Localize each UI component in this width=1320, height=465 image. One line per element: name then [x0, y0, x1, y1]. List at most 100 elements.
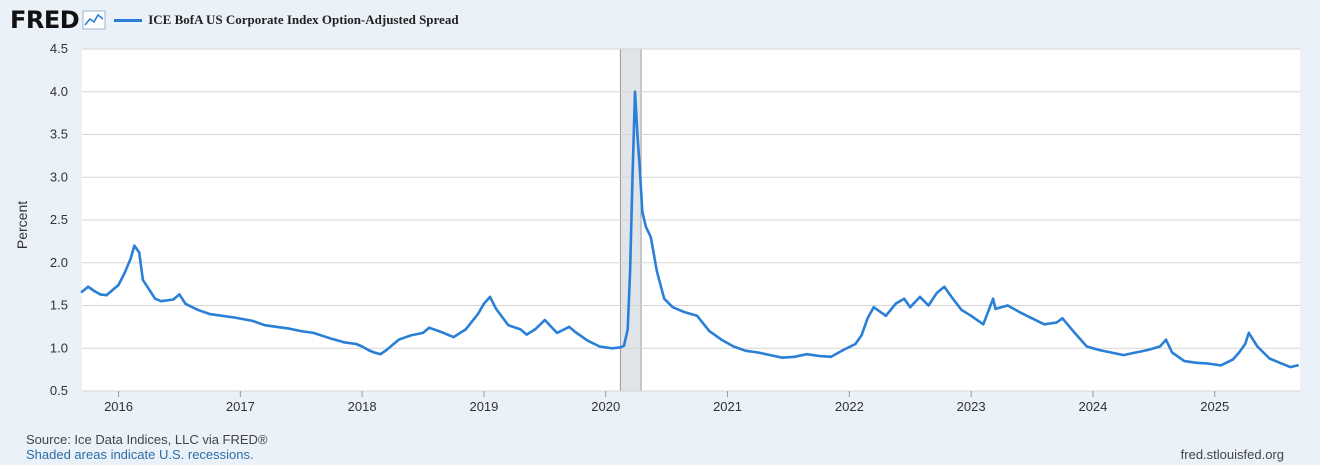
data-point	[860, 334, 863, 337]
data-point	[628, 270, 632, 273]
data-point	[1237, 351, 1241, 354]
data-point	[360, 345, 364, 348]
recession-note[interactable]: Shaded areas indicate U.S. recessions.	[26, 447, 254, 462]
data-point	[1268, 357, 1271, 360]
data-point	[805, 353, 808, 356]
data-point	[488, 295, 492, 299]
data-point	[1055, 321, 1058, 324]
data-point	[117, 283, 120, 287]
fred-logo[interactable]: FRED	[10, 6, 80, 34]
data-point	[598, 345, 601, 348]
line-chart-icon	[82, 10, 106, 30]
data-point	[129, 257, 132, 260]
data-point	[1006, 304, 1009, 307]
data-point	[99, 293, 102, 296]
data-point	[894, 302, 897, 305]
x-tick-label: 2025	[1200, 399, 1229, 414]
y-tick-label: 0.5	[50, 383, 68, 398]
source-note: Source: Ice Data Indices, LLC via FRED®	[26, 432, 268, 447]
data-point	[1073, 331, 1076, 335]
y-axis-ticks: 0.5 1.0 1.5 2.0 2.5 3.0 3.5 4.0 4.5	[50, 41, 68, 398]
data-point	[1207, 362, 1210, 365]
data-point	[1296, 364, 1299, 367]
data-point	[683, 311, 687, 314]
data-point	[1243, 342, 1247, 346]
data-point	[312, 331, 315, 335]
data-point	[1289, 365, 1292, 369]
y-tick-label: 4.5	[50, 41, 68, 56]
data-point	[649, 235, 653, 239]
data-point	[574, 330, 577, 334]
data-point	[854, 342, 857, 346]
data-point	[427, 326, 431, 329]
data-point	[379, 353, 382, 356]
data-point	[935, 291, 939, 294]
data-point	[220, 314, 224, 317]
data-point	[1183, 359, 1186, 363]
data-point	[543, 318, 547, 322]
data-point	[1134, 351, 1137, 354]
data-point	[1247, 331, 1251, 335]
data-point	[991, 297, 995, 300]
data-point	[92, 289, 96, 293]
data-point	[330, 337, 333, 341]
data-point	[476, 312, 480, 316]
data-point	[884, 314, 888, 317]
data-point	[178, 293, 181, 296]
data-point	[610, 347, 614, 350]
x-tick-label: 2019	[469, 399, 498, 414]
y-tick-label: 2.0	[50, 255, 68, 270]
data-points	[80, 90, 1299, 369]
data-point	[663, 297, 666, 300]
data-point	[138, 251, 141, 254]
data-point	[1219, 364, 1223, 367]
gridlines	[82, 48, 1300, 392]
y-tick-label: 4.0	[50, 84, 68, 99]
data-point	[80, 290, 84, 294]
data-point	[367, 348, 370, 352]
data-point	[1195, 361, 1198, 364]
data-point	[817, 354, 821, 358]
data-point	[1231, 358, 1235, 361]
data-point	[644, 225, 648, 229]
data-point	[494, 307, 498, 311]
data-point	[184, 302, 187, 305]
y-tick-label: 3.0	[50, 169, 68, 184]
data-point	[153, 297, 157, 300]
data-point	[519, 328, 522, 331]
data-point	[555, 331, 559, 335]
data-point	[636, 133, 639, 136]
data-point	[638, 167, 642, 170]
x-tick-label: 2020	[591, 399, 620, 414]
data-point	[744, 349, 748, 353]
data-point	[300, 329, 303, 333]
data-point	[909, 306, 912, 309]
data-point	[902, 297, 906, 300]
legend-series-label[interactable]: ICE BofA US Corporate Index Option-Adjus…	[148, 12, 459, 27]
data-point	[671, 306, 674, 309]
x-tick-label: 2021	[713, 399, 742, 414]
data-point	[866, 317, 869, 320]
legend-swatch	[114, 18, 143, 22]
x-tick-label: 2022	[835, 399, 864, 414]
chart-footer: Source: Ice Data Indices, LLC via FRED® …	[26, 432, 268, 462]
x-axis-ticks: 2016 2017 2018 2019 2020 2021 2022 2023 2024 2025	[104, 391, 1229, 414]
chart-legend: ICE BofA US Corporate Index Option-Adjus…	[114, 12, 459, 28]
data-point	[842, 348, 845, 352]
site-url[interactable]: fred.stlouisfed.org	[1180, 447, 1284, 462]
data-point	[943, 285, 946, 288]
y-tick-label: 2.5	[50, 212, 68, 227]
data-point	[1146, 348, 1149, 352]
data-point	[133, 244, 136, 247]
data-point	[633, 90, 637, 93]
y-axis-label: Percent	[14, 201, 30, 249]
data-point	[409, 334, 413, 337]
data-point	[482, 302, 486, 305]
data-point	[708, 329, 711, 333]
data-point	[732, 345, 735, 348]
x-tick-label: 2017	[226, 399, 255, 414]
chart-header: FRED ICE BofA US Corporate Index Option-…	[10, 5, 459, 35]
data-point	[1043, 323, 1046, 326]
data-point	[421, 331, 425, 335]
